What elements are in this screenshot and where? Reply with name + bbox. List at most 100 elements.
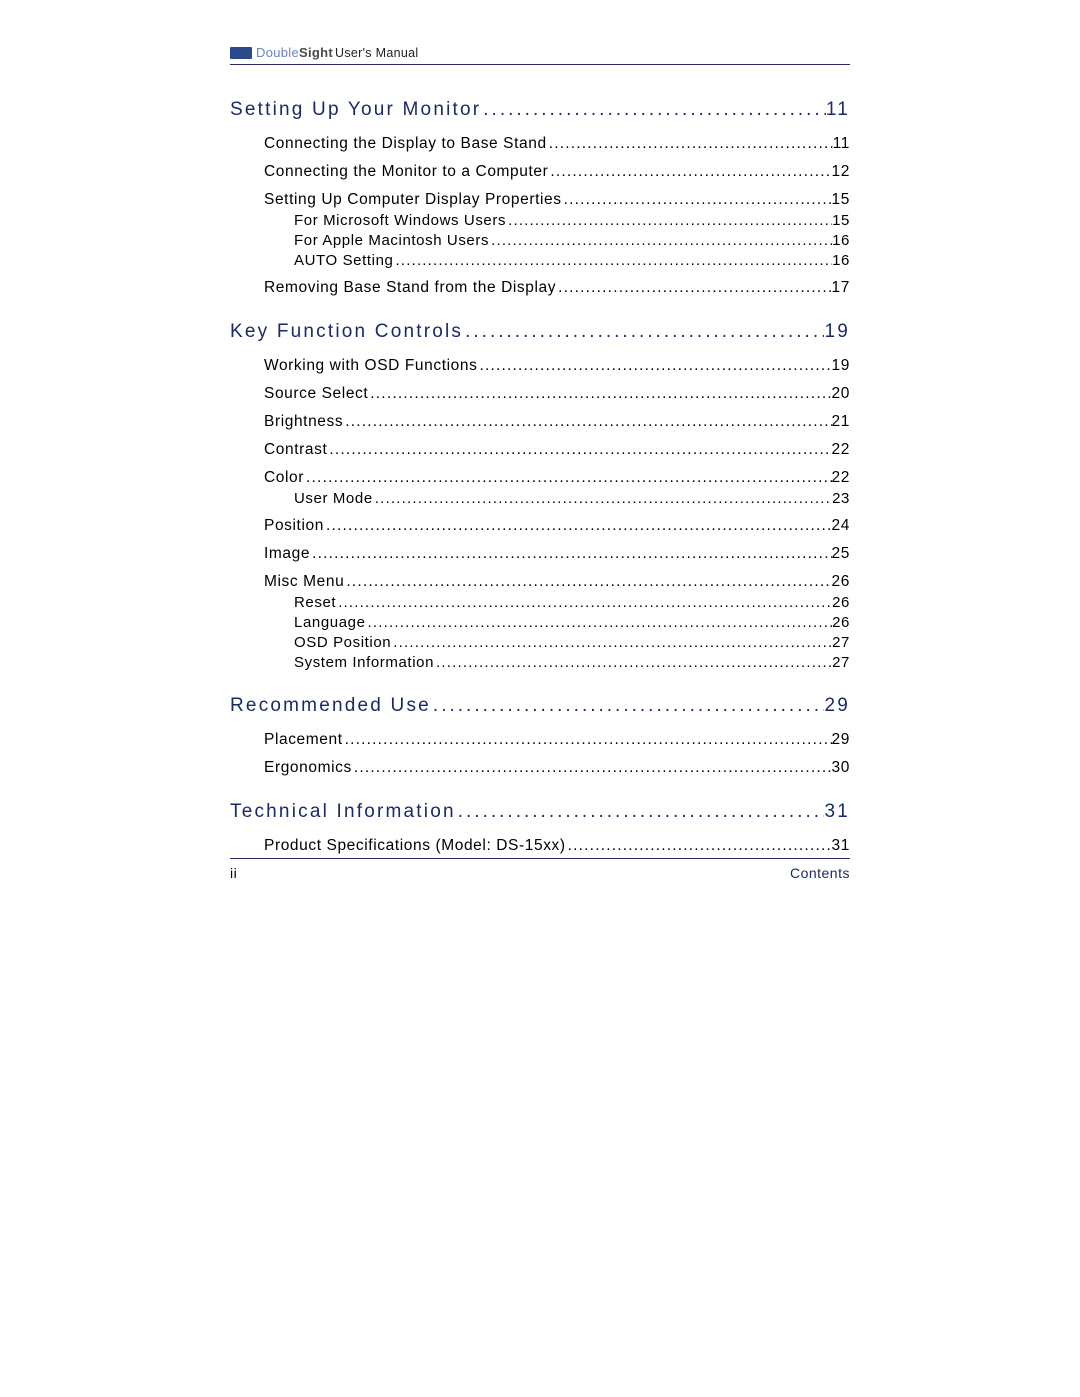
toc-leader-dots — [310, 545, 831, 563]
toc-subentry-title: OSD Position — [294, 634, 391, 651]
toc-entry: Ergonomics 30 — [264, 759, 850, 777]
toc-subentry-page: 15 — [832, 212, 850, 229]
toc-entry-title: Ergonomics — [264, 759, 352, 777]
toc-entry: Image 25 — [264, 545, 850, 563]
toc-entry: Color 22 — [264, 469, 850, 487]
toc-leader-dots — [566, 837, 832, 855]
document-page: DoubleSight User's Manual Setting Up You… — [0, 0, 1080, 1397]
toc-subentry: System Information 27 — [294, 654, 850, 671]
toc-entry: Setting Up Computer Display Properties 1… — [264, 191, 850, 209]
toc-entry: Brightness 21 — [264, 413, 850, 431]
toc-entry: Position 24 — [264, 517, 850, 535]
brand-text-part1: Double — [256, 45, 299, 60]
toc-leader-dots — [506, 212, 832, 229]
toc-leader-dots — [393, 252, 832, 269]
toc-subentry-page: 16 — [832, 232, 850, 249]
toc-subentry-title: Reset — [294, 594, 336, 611]
toc-section-page: 11 — [826, 99, 850, 121]
page-footer: ii Contents — [230, 858, 850, 881]
toc-leader-dots — [368, 385, 831, 403]
toc-subentry: Language 26 — [294, 614, 850, 631]
toc-section-page: 31 — [824, 801, 850, 823]
toc-leader-dots — [324, 517, 832, 535]
toc-entry-page: 29 — [832, 731, 850, 749]
toc-leader-dots — [489, 232, 832, 249]
toc-entry-page: 24 — [832, 517, 850, 535]
brand-text-part2: Sight — [299, 45, 333, 60]
toc-entry-title: Color — [264, 469, 304, 487]
toc-subentry-title: AUTO Setting — [294, 252, 393, 269]
toc-subentry: User Mode 23 — [294, 490, 850, 507]
toc-entry-title: Working with OSD Functions — [264, 357, 477, 375]
toc-leader-dots — [343, 731, 832, 749]
toc-subentry-page: 26 — [832, 594, 850, 611]
toc-leader-dots — [327, 441, 831, 459]
toc-section-page: 29 — [824, 695, 850, 717]
toc-leader-dots — [434, 654, 832, 671]
header-rule — [230, 64, 850, 65]
toc-leader-dots — [352, 759, 832, 777]
page-number-roman: ii — [230, 865, 237, 881]
toc-section-title: Key Function Controls — [230, 321, 463, 343]
toc-subentry-page: 26 — [832, 614, 850, 631]
toc-entry-page: 30 — [832, 759, 850, 777]
toc-entry: Contrast 22 — [264, 441, 850, 459]
toc-entry: Connecting the Monitor to a Computer 12 — [264, 163, 850, 181]
toc-entry-page: 21 — [832, 413, 850, 431]
toc-entry: Connecting the Display to Base Stand 11 — [264, 135, 850, 153]
toc-leader-dots — [463, 321, 824, 343]
toc-section-page: 19 — [824, 321, 850, 343]
toc-subentry: For Microsoft Windows Users 15 — [294, 212, 850, 229]
toc-subentry-title: User Mode — [294, 490, 373, 507]
toc-entry-page: 22 — [832, 441, 850, 459]
toc-subentry-title: System Information — [294, 654, 434, 671]
toc-entry-page: 22 — [832, 469, 850, 487]
toc-entry: Working with OSD Functions 19 — [264, 357, 850, 375]
toc-leader-dots — [391, 634, 832, 651]
toc-entry-page: 15 — [832, 191, 850, 209]
toc-entry-page: 25 — [832, 545, 850, 563]
toc-subentry-title: For Microsoft Windows Users — [294, 212, 506, 229]
toc-entry: Removing Base Stand from the Display 17 — [264, 279, 850, 297]
toc-section-heading: Setting Up Your Monitor 11 — [230, 99, 850, 121]
toc-leader-dots — [366, 614, 833, 631]
toc-entry: Source Select 20 — [264, 385, 850, 403]
toc-section-heading: Technical Information 31 — [230, 801, 850, 823]
toc-entry-title: Placement — [264, 731, 343, 749]
toc-subentry: For Apple Macintosh Users 16 — [294, 232, 850, 249]
toc-entry: Misc Menu 26 — [264, 573, 850, 591]
toc-entry-title: Source Select — [264, 385, 368, 403]
toc-leader-dots — [373, 490, 832, 507]
toc-section-heading: Recommended Use 29 — [230, 695, 850, 717]
toc-leader-dots — [456, 801, 825, 823]
manual-label: User's Manual — [335, 46, 418, 60]
toc-entry-page: 26 — [832, 573, 850, 591]
table-of-contents: Setting Up Your Monitor 11Connecting the… — [230, 99, 850, 855]
toc-subentry-title: For Apple Macintosh Users — [294, 232, 489, 249]
toc-leader-dots — [431, 695, 825, 717]
toc-section-title: Setting Up Your Monitor — [230, 99, 481, 121]
toc-leader-dots — [481, 99, 826, 121]
brand-logo-icon — [230, 47, 252, 59]
toc-subentry-page: 27 — [832, 634, 850, 651]
toc-entry-title: Connecting the Monitor to a Computer — [264, 163, 548, 181]
toc-entry-title: Setting Up Computer Display Properties — [264, 191, 562, 209]
toc-entry-title: Brightness — [264, 413, 343, 431]
toc-section-title: Recommended Use — [230, 695, 431, 717]
toc-section-title: Technical Information — [230, 801, 456, 823]
toc-leader-dots — [304, 469, 832, 487]
toc-leader-dots — [477, 357, 831, 375]
toc-entry-page: 12 — [832, 163, 850, 181]
toc-subentry: Reset 26 — [294, 594, 850, 611]
toc-entry-title: Removing Base Stand from the Display — [264, 279, 556, 297]
toc-leader-dots — [344, 573, 831, 591]
toc-leader-dots — [343, 413, 831, 431]
toc-leader-dots — [336, 594, 832, 611]
toc-section-heading: Key Function Controls 19 — [230, 321, 850, 343]
footer-rule — [230, 858, 850, 859]
toc-subentry-page: 23 — [832, 490, 850, 507]
toc-leader-dots — [556, 279, 831, 297]
toc-entry-title: Connecting the Display to Base Stand — [264, 135, 547, 153]
toc-entry-page: 20 — [832, 385, 850, 403]
toc-entry-page: 11 — [833, 135, 850, 153]
